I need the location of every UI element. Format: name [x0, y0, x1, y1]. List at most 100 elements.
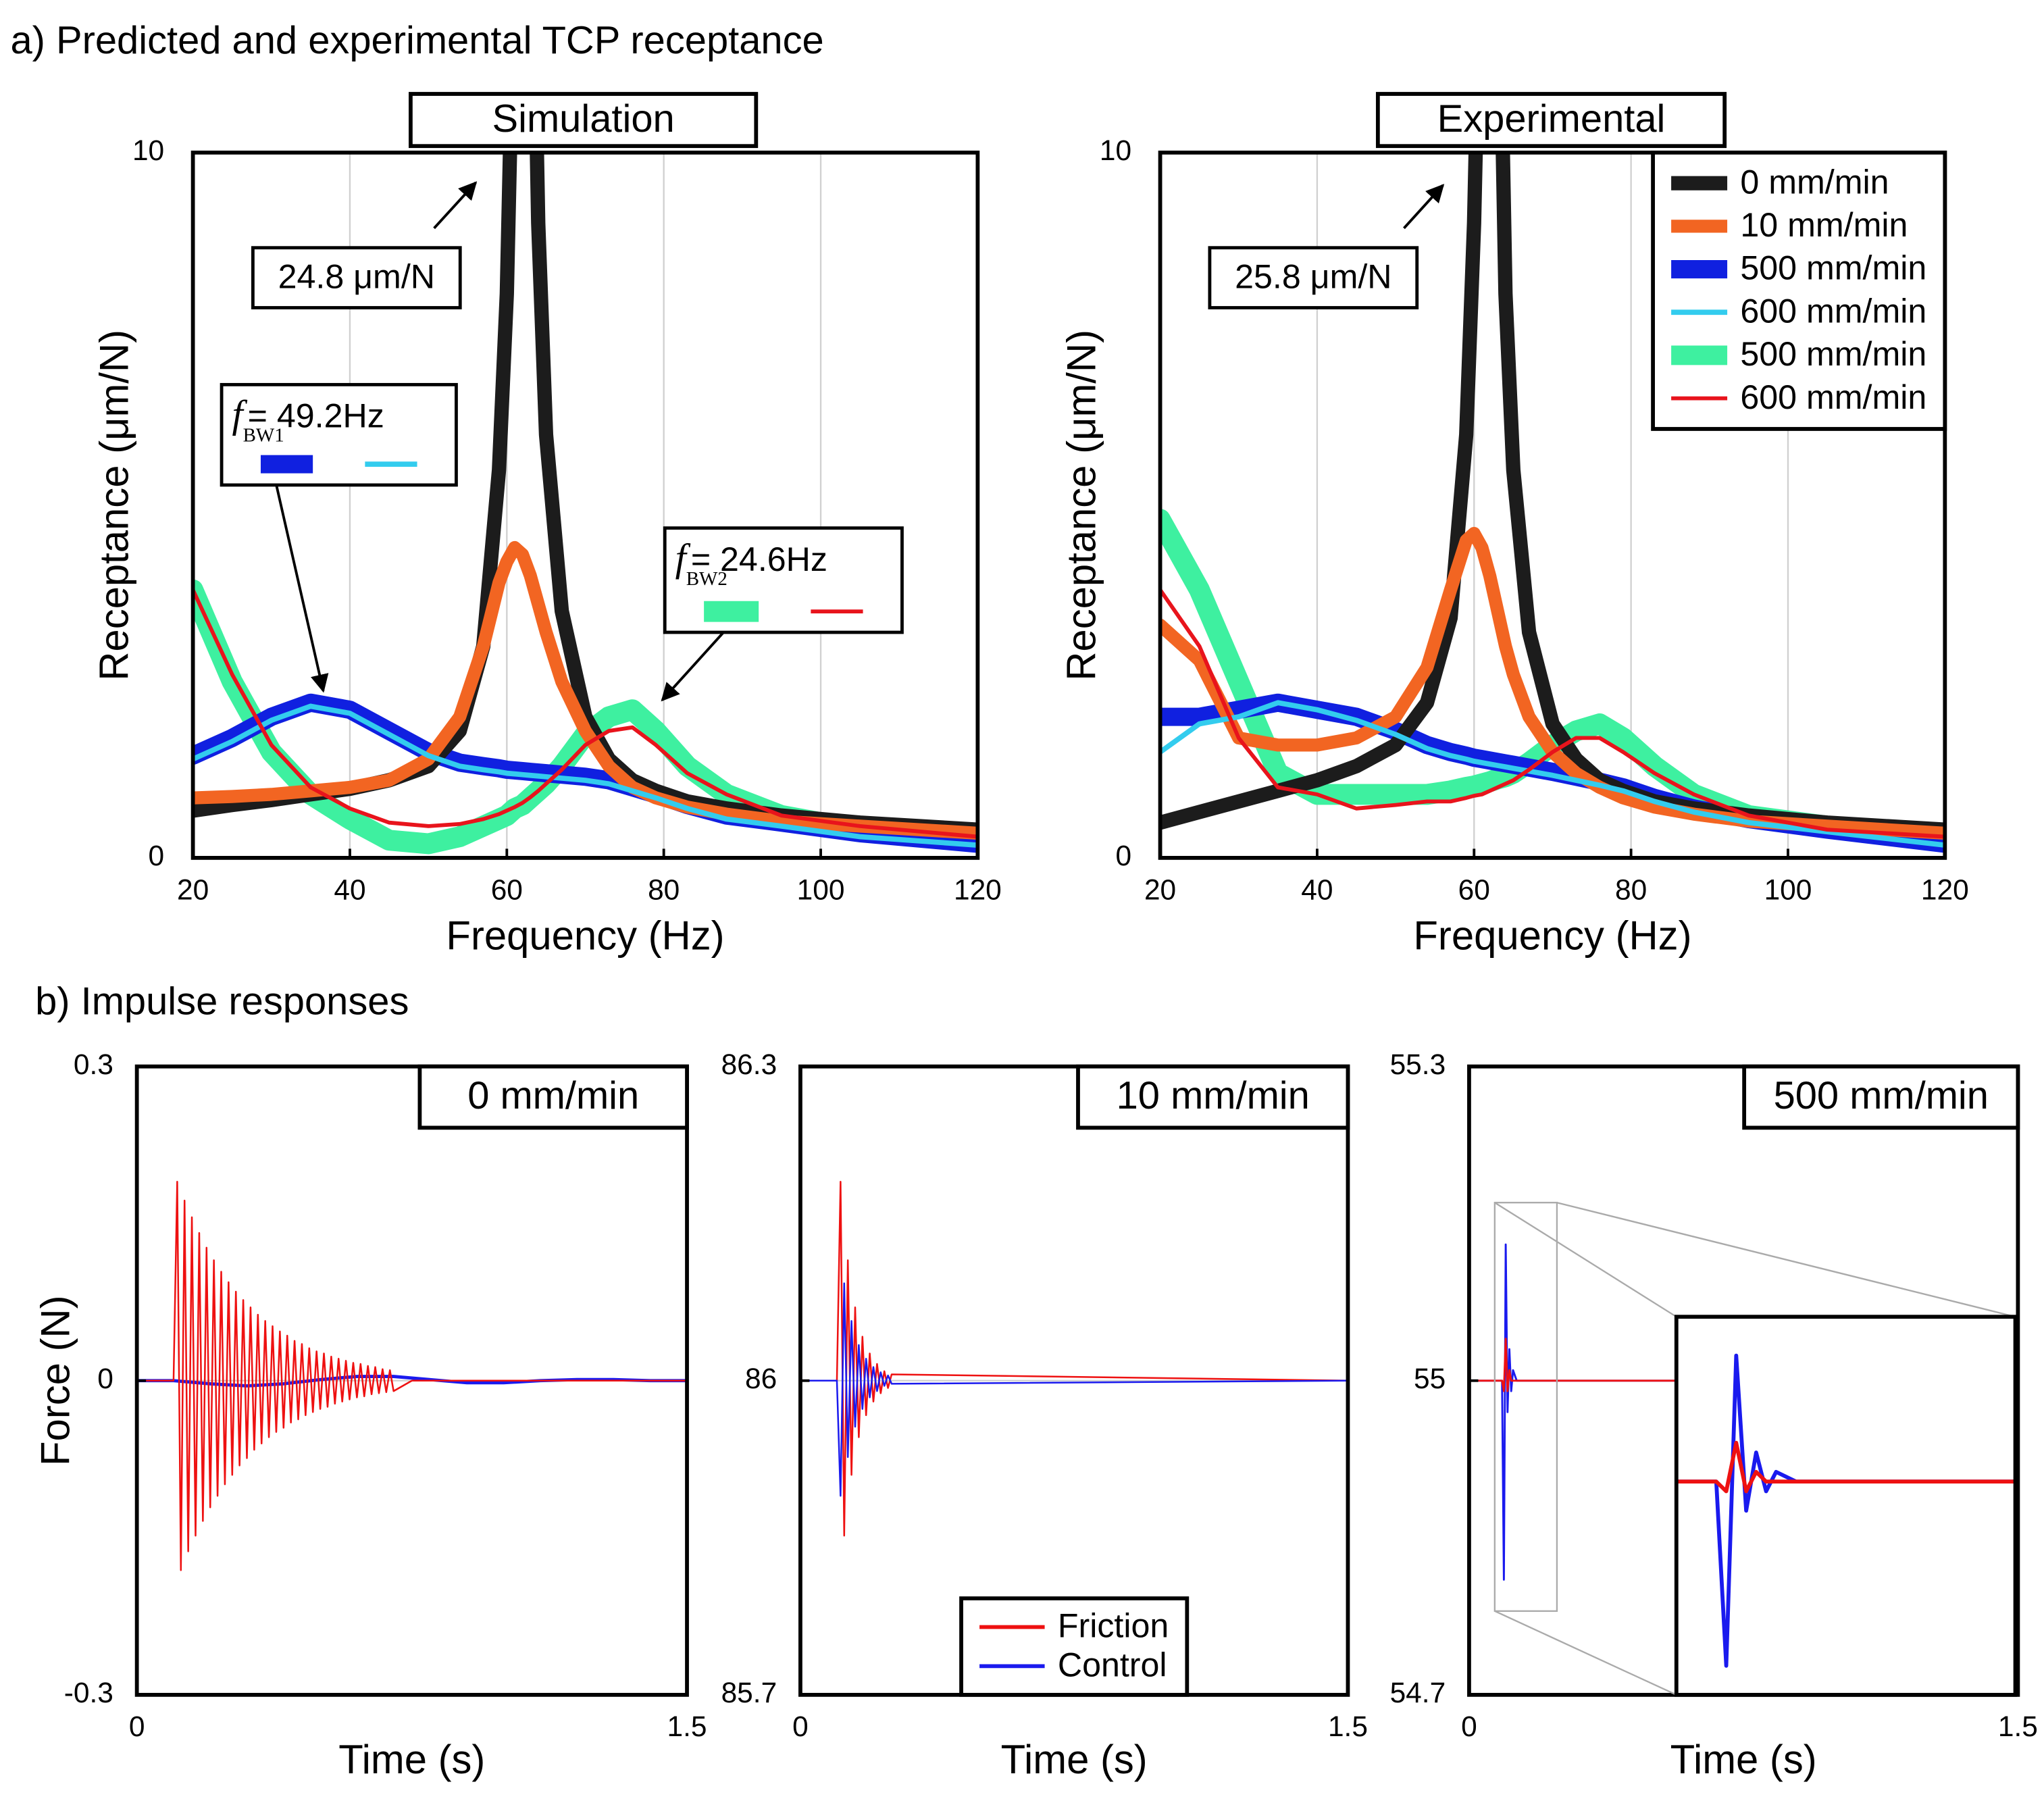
x-tick-label: 1.5 [667, 1710, 707, 1742]
legend-label: 500 mm/min [1740, 335, 1926, 373]
y-tick-label: 85.7 [721, 1677, 777, 1708]
series-line [136, 1375, 688, 1388]
annotation-subscript: BW2 [686, 567, 727, 589]
x-tick-label: 0 [129, 1710, 145, 1742]
section-heading: b) Impulse responses [35, 980, 409, 1023]
annotation-box [1208, 246, 1419, 309]
x-tick-label: 100 [797, 873, 845, 905]
title-box [1076, 1064, 1350, 1130]
series-line [1160, 700, 1945, 848]
y-tick-label: 0.3 [74, 1048, 113, 1080]
x-axis-label: Time (s) [1001, 1737, 1148, 1782]
zoom-connector [1556, 1202, 2016, 1318]
y-tick-label: 10 [132, 134, 164, 166]
legend-label: 0 mm/min [1740, 163, 1889, 201]
x-tick-label: 0 [792, 1710, 809, 1742]
zoom-region [1493, 1202, 1558, 1612]
chart-title: 10 mm/min [1117, 1074, 1310, 1117]
plot-frame [1158, 150, 1947, 860]
x-axis-label: Time (s) [338, 1737, 485, 1782]
x-axis-label: Frequency (Hz) [446, 913, 724, 958]
title-box [1375, 92, 1727, 149]
y-tick-label: 55.3 [1390, 1048, 1446, 1080]
series-line [1160, 588, 1945, 839]
x-tick-label: 1.5 [1328, 1710, 1368, 1742]
x-tick-label: 40 [334, 873, 365, 905]
x-tick-label: 60 [1458, 873, 1490, 905]
y-tick-label: 55 [1414, 1363, 1446, 1394]
legend-label: 500 mm/min [1740, 249, 1926, 287]
annotation-value: = 49.2Hz [248, 397, 384, 435]
plot-lines [800, 1180, 1348, 1537]
series-line [1676, 1440, 2016, 1494]
series-line [136, 1180, 688, 1571]
x-tick-label: 0 [1461, 1710, 1477, 1742]
y-tick-label: 0 [97, 1363, 113, 1394]
annotation-arrow [661, 631, 725, 702]
series-line [193, 588, 978, 839]
inset-frame [1674, 1315, 2018, 1697]
title-box [1742, 1064, 2020, 1130]
chart-title: 0 mm/min [467, 1074, 639, 1117]
annotation-text: fBW1= 49.2Hz [232, 392, 384, 446]
y-axis-label: Receptance (μm/N) [91, 330, 136, 681]
annotation-value: = 24.6Hz [691, 540, 827, 578]
x-tick-label: 60 [491, 873, 523, 905]
plot-lines [193, 152, 978, 855]
y-axis-label: Receptance (μm/N) [1058, 330, 1104, 681]
y-tick-label: 0 [1115, 840, 1131, 871]
plot-lines [1468, 1243, 2018, 1581]
chart-title: Experimental [1437, 97, 1666, 141]
annotation-text: 25.8 μm/N [1235, 257, 1391, 295]
y-tick-label: -0.3 [64, 1677, 113, 1708]
x-tick-label: 20 [177, 873, 209, 905]
x-tick-label: 80 [1615, 873, 1647, 905]
x-tick-label: 20 [1144, 873, 1176, 905]
annotation-arrow [275, 484, 329, 693]
y-tick-label: 10 [1100, 134, 1131, 166]
y-tick-label: 86 [745, 1363, 777, 1394]
x-tick-label: 120 [1921, 873, 1969, 905]
series-line [1468, 1338, 2018, 1392]
annotation-subscript: BW1 [243, 424, 284, 446]
y-tick-label: 54.7 [1390, 1677, 1446, 1708]
x-tick-label: 120 [954, 873, 1002, 905]
inset-lines [1676, 1353, 2016, 1668]
plot-frame [190, 150, 980, 860]
annotation-text: fBW2= 24.6Hz [675, 536, 827, 589]
x-axis-label: Frequency (Hz) [1413, 913, 1691, 958]
legend-label: Control [1058, 1646, 1167, 1684]
title-box [409, 92, 759, 149]
plot-lines [136, 1180, 688, 1571]
legend-label: 600 mm/min [1740, 292, 1926, 330]
series-line [800, 1282, 1348, 1497]
y-tick-label: 86.3 [721, 1048, 777, 1080]
y-axis-label: Force (N) [33, 1295, 78, 1466]
legend-label: Friction [1058, 1607, 1169, 1645]
x-tick-label: 1.5 [1998, 1710, 2038, 1742]
legend-label: 10 mm/min [1740, 206, 1908, 244]
plot-lines [1160, 152, 1945, 853]
annotation-box [251, 246, 462, 309]
annotation-arrow [1403, 184, 1445, 230]
zoom-connector [1494, 1610, 1677, 1696]
y-tick-label: 0 [149, 840, 165, 871]
legend-box [959, 1596, 1190, 1697]
series-line [1160, 509, 1945, 851]
annotation-arrow [433, 181, 478, 230]
chart-title: 500 mm/min [1774, 1074, 1989, 1117]
legend-box [1651, 150, 1947, 431]
x-tick-label: 80 [648, 873, 680, 905]
title-box [417, 1064, 689, 1130]
x-tick-label: 40 [1301, 873, 1333, 905]
series-line [1160, 526, 1945, 840]
x-tick-label: 100 [1764, 873, 1812, 905]
section-heading: a) Predicted and experimental TCP recept… [10, 19, 823, 62]
chart-title: Simulation [492, 97, 674, 141]
legend-label: 600 mm/min [1740, 378, 1926, 416]
x-axis-label: Time (s) [1670, 1737, 1817, 1782]
zoom-connector [1494, 1202, 1677, 1318]
series-line [193, 703, 978, 848]
